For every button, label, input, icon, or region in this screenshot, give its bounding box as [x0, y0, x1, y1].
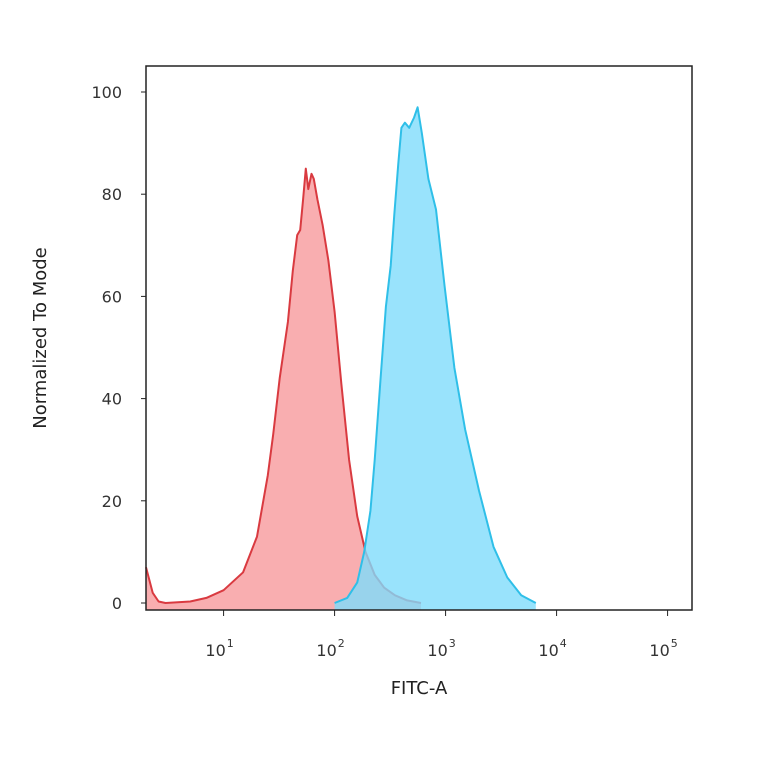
x-tick-label: 104 — [538, 637, 566, 660]
histogram-outline-1 — [145, 167, 422, 604]
x-tick-label: 102 — [316, 637, 344, 660]
y-tick-label: 0 — [112, 594, 122, 613]
histogram-outline-2 — [334, 106, 537, 604]
x-axis-label: FITC-A — [391, 678, 448, 699]
y-tick-label: 40 — [102, 390, 122, 409]
y-axis-label: Normalized To Mode — [30, 247, 51, 429]
y-tick-label: 20 — [102, 492, 122, 511]
x-tick-label: 101 — [205, 637, 233, 660]
y-tick-label: 60 — [102, 287, 122, 306]
y-tick-label: 100 — [91, 83, 122, 102]
x-tick-label: 103 — [427, 637, 455, 660]
series-layer — [145, 106, 537, 611]
plot-area-frame — [145, 65, 693, 611]
histogram-area-2 — [334, 107, 536, 611]
x-axis-ticks: 101 102 103 104 105 — [205, 610, 678, 660]
y-tick-label: 80 — [102, 185, 122, 204]
x-tick-label: 105 — [649, 637, 677, 660]
histogram-area-1 — [146, 168, 421, 610]
y-axis-ticks: 0 20 40 60 80 100 — [91, 83, 146, 613]
